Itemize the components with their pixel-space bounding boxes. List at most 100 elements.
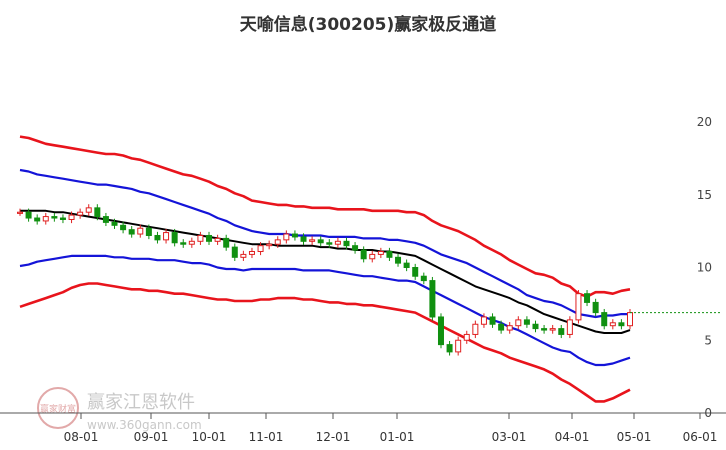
x-tick-label: 04-01 — [555, 430, 590, 444]
candle-body — [180, 242, 187, 245]
candle-body — [51, 216, 58, 219]
x-tick-label: 10-01 — [192, 430, 227, 444]
candle-body — [291, 233, 298, 238]
candle-body — [523, 319, 530, 325]
chart-title: 天喻信息(300205)赢家极反通道 — [240, 14, 497, 35]
candle-body — [558, 328, 565, 335]
candle-body — [541, 328, 548, 331]
candle-body — [42, 216, 49, 222]
candle-body — [334, 240, 341, 245]
candle-body — [412, 267, 419, 277]
candle-body — [317, 239, 324, 244]
candle-body — [266, 243, 273, 247]
candle-body — [429, 280, 436, 318]
y-tick-label: 15 — [697, 188, 712, 202]
candle-body — [240, 253, 247, 258]
price-candles — [17, 204, 633, 356]
candle-body — [248, 250, 255, 255]
series-line-outer_upper — [19, 135, 631, 298]
candle-body — [592, 301, 599, 314]
candle-body — [206, 234, 213, 242]
watermark: 赢家财富 赢家江恩软件 www.360gann.com — [37, 387, 202, 432]
watermark-url: www.360gann.com — [87, 418, 202, 432]
candle-body — [326, 242, 333, 245]
x-tick-label: 09-01 — [134, 430, 169, 444]
candle-body — [223, 237, 230, 248]
watermark-seal — [37, 387, 79, 429]
candle-body — [463, 333, 470, 341]
x-tick-label: 03-01 — [492, 430, 527, 444]
y-axis: 0 5 10 15 20 — [697, 115, 712, 420]
candle-body — [274, 239, 281, 245]
candle-body — [128, 229, 135, 235]
series-line-inner_lower — [19, 254, 631, 367]
candle-body — [85, 207, 92, 213]
candle-body — [300, 236, 307, 242]
candle-body — [231, 246, 238, 258]
candle-body — [120, 224, 127, 231]
x-tick-label: 01-01 — [380, 430, 415, 444]
candle-body — [283, 233, 290, 241]
series-line-outer_lower — [19, 282, 631, 403]
x-axis: 08-01 09-01 10-01 11-01 12-01 01-01 03-01 04-01… — [64, 413, 718, 444]
candle-body — [609, 322, 616, 327]
candle-body — [480, 316, 487, 325]
candle-body — [77, 211, 84, 216]
candle-body — [515, 319, 522, 327]
candle-body — [369, 253, 376, 260]
candle-body — [309, 239, 316, 242]
candle-body — [111, 221, 118, 226]
watermark-brand: 赢家江恩软件 — [87, 391, 195, 413]
candle-body — [618, 322, 625, 327]
candle-body — [455, 339, 462, 353]
candle-body — [68, 214, 75, 220]
candle-body — [403, 262, 410, 269]
candle-body — [549, 328, 556, 331]
candle-body — [59, 217, 66, 220]
candle-body — [472, 323, 479, 335]
candle-body — [575, 293, 582, 321]
candle-body — [489, 316, 496, 325]
candle-body — [163, 232, 170, 241]
candle-body — [437, 316, 444, 346]
candle-body — [34, 217, 41, 222]
candle-body — [188, 240, 195, 245]
x-tick-label: 08-01 — [64, 430, 99, 444]
candle-body — [386, 250, 393, 258]
candle-body — [197, 234, 204, 242]
candle-body — [257, 245, 264, 252]
y-tick-label: 20 — [697, 115, 712, 129]
candle-body — [627, 312, 633, 327]
candle-body — [506, 325, 513, 331]
candle-body — [17, 211, 23, 214]
x-tick-label: 12-01 — [316, 430, 351, 444]
candle-body — [145, 227, 152, 236]
candle-body — [171, 232, 178, 244]
candle-body — [154, 234, 161, 241]
candle-body — [584, 293, 591, 303]
candle-body — [214, 237, 221, 242]
candle-body — [395, 256, 402, 264]
candle-body — [532, 323, 539, 330]
candle-body — [343, 240, 350, 247]
watermark-seal-text: 赢家财富 — [40, 403, 76, 415]
candle-body — [566, 319, 573, 335]
channel-lines — [19, 135, 631, 403]
candle-body — [601, 312, 608, 327]
series-line-middle — [20, 209, 631, 334]
x-tick-label: 05-01 — [617, 430, 652, 444]
candle-body — [420, 275, 427, 282]
y-tick-label: 0 — [704, 406, 712, 420]
y-tick-label: 5 — [704, 333, 712, 347]
candle-body — [137, 227, 144, 235]
x-tick-label: 06-01 — [683, 430, 718, 444]
x-tick-label: 11-01 — [249, 430, 284, 444]
y-tick-label: 10 — [697, 261, 712, 275]
candle-body — [377, 250, 384, 255]
candle-body — [25, 211, 32, 219]
candle-body — [94, 207, 101, 218]
candle-body — [102, 216, 109, 223]
candle-body — [360, 249, 367, 260]
candle-body — [498, 323, 505, 331]
